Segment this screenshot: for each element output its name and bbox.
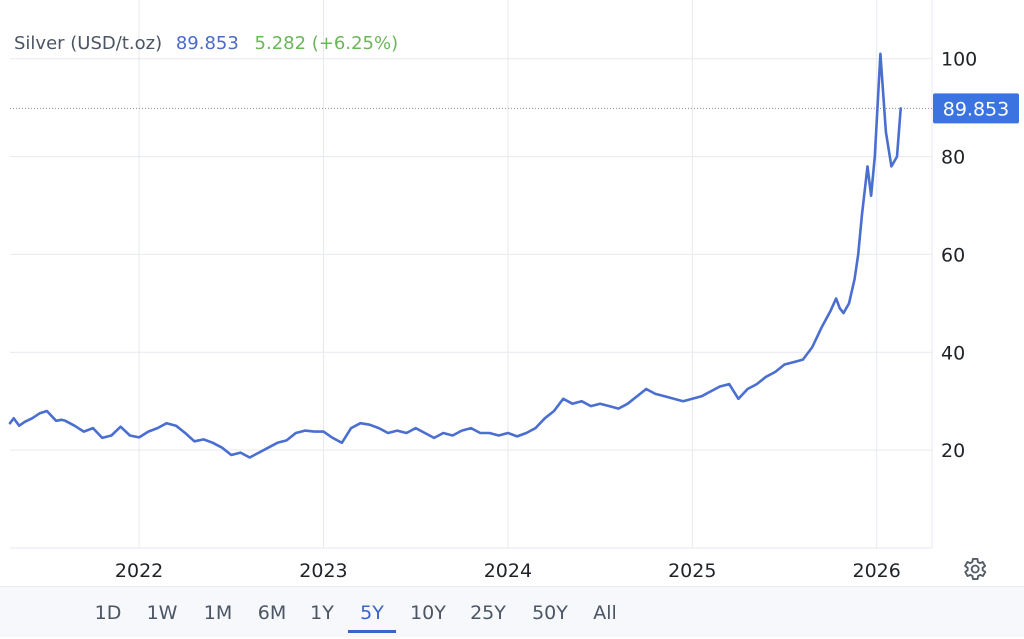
range-button-50y[interactable]: 50Y <box>532 602 568 624</box>
grid <box>10 0 932 548</box>
y-tick-label-60: 60 <box>941 244 965 266</box>
range-button-6m[interactable]: 6M <box>257 602 287 624</box>
y-tick-labels: 20 40 60 80 100 <box>941 49 977 462</box>
x-tick-label-2026: 2026 <box>853 560 901 582</box>
range-button-1w[interactable]: 1W <box>146 602 178 624</box>
y-tick-label-20: 20 <box>941 440 965 462</box>
active-range-underline <box>348 630 396 633</box>
header-name: Silver (USD/t.oz) <box>14 33 162 54</box>
x-tick-label-2023: 2023 <box>299 560 347 582</box>
x-tick-label-2025: 2025 <box>668 560 716 582</box>
x-tick-labels: 2022 2023 2024 2025 2026 <box>115 560 901 582</box>
last-price-badge-bg <box>933 93 1019 124</box>
y-tick-label-100: 100 <box>941 49 977 71</box>
range-button-25y[interactable]: 25Y <box>470 602 506 624</box>
range-button-1m[interactable]: 1M <box>203 602 233 624</box>
y-tick-label-40: 40 <box>941 342 965 364</box>
gear-icon <box>964 558 987 580</box>
settings-button[interactable] <box>960 555 988 583</box>
last-price-badge: 89.853 <box>933 93 1019 124</box>
header-change: 5.282 (+6.25%) <box>255 33 399 54</box>
last-price-badge-label: 89.853 <box>943 98 1009 120</box>
range-button-all[interactable]: All <box>593 602 617 624</box>
range-button-1d[interactable]: 1D <box>94 602 122 624</box>
header-price: 89.853 <box>176 33 239 54</box>
range-selector: 1D 1W 1M 6M 1Y 5Y 10Y 25Y 50Y All <box>0 586 1024 637</box>
range-button-1y[interactable]: 1Y <box>310 602 334 624</box>
x-tick-label-2022: 2022 <box>115 560 163 582</box>
y-tick-label-80: 80 <box>941 147 965 169</box>
range-button-10y[interactable]: 10Y <box>410 602 446 624</box>
series-line-silver <box>8 52 902 459</box>
range-button-5y[interactable]: 5Y <box>360 602 384 624</box>
header-title: Silver (USD/t.oz) 89.853 5.282 (+6.25%) <box>14 33 398 54</box>
x-tick-label-2024: 2024 <box>484 560 532 582</box>
